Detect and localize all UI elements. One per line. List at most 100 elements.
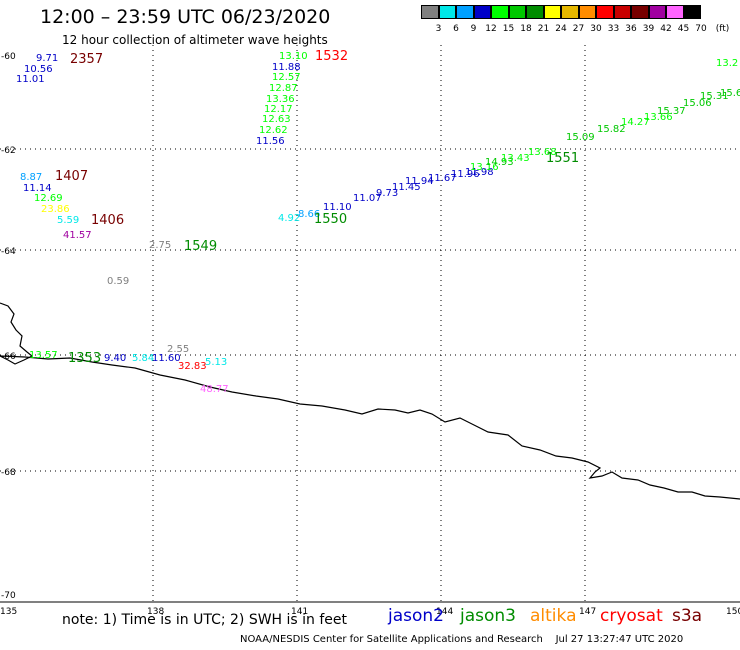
latitude-tick-label: -70	[1, 591, 16, 601]
longitude-tick-label: 141	[291, 607, 308, 617]
color-scale-label: 18	[520, 24, 532, 34]
pass-time-label: 1550	[314, 212, 347, 227]
wave-height-value: 4.92	[278, 213, 300, 224]
wave-height-value: 15.06	[683, 98, 712, 109]
wave-height-value: 11.98	[465, 167, 494, 178]
wave-height-value: 2.55	[167, 344, 189, 355]
wave-height-value: 15.82	[597, 124, 626, 135]
wave-height-value: 11.60	[152, 353, 181, 364]
wave-height-value: 12.87	[269, 83, 298, 94]
color-scale-label: 30	[590, 24, 602, 34]
color-scale-label: 39	[642, 24, 655, 34]
color-scale-label: 21	[537, 24, 550, 34]
wave-height-value: 12.17	[264, 104, 293, 115]
wave-height-value: 15.09	[566, 132, 595, 143]
satellite-legend-item: altika	[530, 606, 577, 626]
wave-height-value: 14.93	[485, 157, 514, 168]
wave-height-value: 23.86	[41, 204, 70, 215]
map-title: 12:00 – 23:59 UTC 06/23/2020	[40, 6, 331, 28]
wave-height-value: 11.67	[428, 173, 457, 184]
color-scale-swatch	[491, 5, 509, 19]
color-scale-label: 24	[555, 24, 567, 34]
wave-height-value: 15.37	[657, 106, 686, 117]
color-scale-swatch	[596, 5, 614, 19]
wave-height-value: 48.77	[200, 384, 229, 395]
wave-height-value: 11.14	[23, 183, 52, 194]
wave-height-value: 11.07	[353, 193, 382, 204]
wave-height-value: 0.59	[107, 276, 129, 287]
color-scale-label: 15	[502, 24, 515, 34]
satellite-legend-item: jason2	[388, 606, 444, 626]
color-scale-swatch	[456, 5, 474, 19]
color-scale-label: 70	[695, 24, 707, 34]
footer-credit: NOAA/NESDIS Center for Satellite Applica…	[240, 634, 684, 645]
wave-height-value: 12.62	[259, 125, 288, 136]
color-scale-label: 33	[607, 24, 620, 34]
longitude-tick-label: 147	[579, 607, 596, 617]
color-scale-label: 45	[677, 24, 690, 34]
pass-time-labels: 2357 1532 1407 1406 1549 1550 1551 1353	[55, 49, 579, 366]
wave-height-value: 12.69	[34, 193, 63, 204]
longitude-tick-label: 135	[0, 607, 17, 617]
wave-height-value: 15.6	[720, 88, 740, 99]
color-scale-swatch	[543, 5, 561, 19]
wave-height-value: 12.63	[262, 114, 291, 125]
wave-height-value: 8.66	[298, 209, 320, 220]
satellite-legend-item: jason3	[460, 606, 516, 626]
color-scale-swatch	[683, 5, 701, 19]
wave-height-value: 11.94	[405, 176, 434, 187]
color-scale-swatch	[578, 5, 596, 19]
color-scale-label: 9	[470, 24, 477, 34]
color-scale-swatch	[613, 5, 631, 19]
color-scale-swatch	[631, 5, 649, 19]
longitude-tick-label: 150	[726, 607, 740, 617]
longitude-tick-label: 138	[147, 607, 164, 617]
latitude-tick-label: -68	[1, 468, 16, 478]
color-scale-label: 27	[572, 24, 585, 34]
wave-height-value: 13.10	[279, 51, 308, 62]
latitude-tick-label: -66	[1, 352, 16, 362]
wave-height-value: 14.27	[621, 117, 650, 128]
pass-time-label: 1549	[184, 239, 217, 254]
wave-height-value: 13.66	[644, 112, 673, 123]
satellite-legend-item: cryosat	[600, 606, 663, 626]
axis-tick-labels: 135 138 141 144 147 150 -60 -62 -64 -66 -68 -70	[0, 52, 740, 617]
wave-height-value: 11.01	[16, 74, 45, 85]
color-scale-swatch	[438, 5, 456, 19]
satellite-legend-item: s3a	[672, 606, 703, 626]
wave-height-value: 15.31	[700, 91, 729, 102]
wave-height-value: 12.57	[272, 72, 301, 83]
footer-note: note: 1) Time is in UTC; 2) SWH is in fe…	[62, 612, 348, 628]
latitude-tick-label: -62	[1, 146, 16, 156]
wave-height-value: 41.57	[63, 230, 92, 241]
latitude-tick-label: -64	[1, 247, 16, 257]
color-scale-swatch	[666, 5, 684, 19]
wave-height-value: 8.87	[20, 172, 42, 183]
wave-height-value: 2.75	[149, 240, 171, 251]
wave-height-value: 13.2	[716, 58, 738, 69]
wave-height-value: 5.59	[57, 215, 79, 226]
color-scale-swatch	[648, 5, 666, 19]
lat-lon-grid	[0, 45, 740, 603]
wave-height-value: 13.57	[29, 350, 58, 361]
wave-height-value: 5.13	[205, 357, 227, 368]
wave-height-value: 13.43	[501, 153, 530, 164]
wave-height-value: 11.10	[323, 202, 352, 213]
wave-height-value: 9.71	[36, 53, 58, 64]
longitude-tick-label: 144	[436, 607, 453, 617]
pass-time-label: 1532	[315, 49, 348, 64]
wave-height-value: 11.96	[451, 169, 480, 180]
pass-time-label: 1407	[55, 169, 88, 184]
color-scale-swatch	[473, 5, 491, 19]
antarctic-coastline	[0, 302, 740, 500]
pass-time-label: 1406	[91, 213, 124, 228]
wave-height-value: 13.36	[266, 94, 295, 105]
color-scale-swatch	[508, 5, 526, 19]
wave-height-value: 32.83	[178, 361, 207, 372]
map-subtitle: 12 hour collection of altimeter wave hei…	[62, 33, 328, 47]
wave-height-labels: 9.7110.5611.0113.1011.8812.5712.8713.361…	[16, 51, 740, 395]
pass-time-label: 2357	[70, 52, 103, 67]
wave-height-value: 11.88	[272, 62, 301, 73]
wave-height-value: 10.56	[24, 64, 53, 75]
